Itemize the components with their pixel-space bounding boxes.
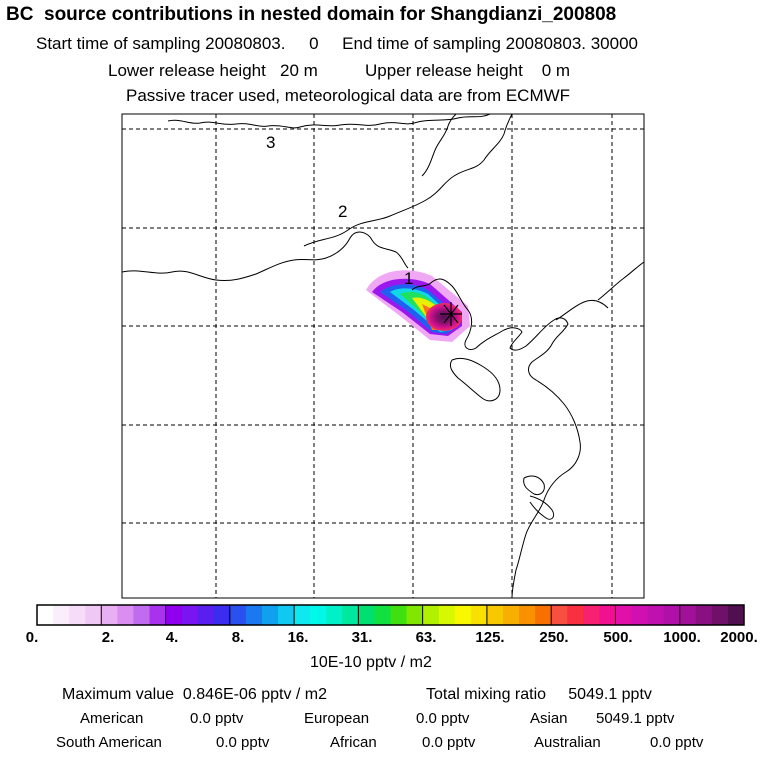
colorbar-swatch [470, 605, 488, 625]
region-name: Australian [534, 734, 601, 751]
colorbar-swatch [615, 605, 633, 625]
colorbar-swatch [679, 605, 697, 625]
colorbar-swatch [245, 605, 263, 625]
colorbar-swatch [133, 605, 150, 625]
colorbar-swatch [567, 605, 584, 625]
colorbar-swatch [519, 605, 536, 625]
colorbar-swatch [310, 605, 327, 625]
colorbar-tick-label: 63. [415, 629, 437, 646]
colorbar-swatch [406, 605, 424, 625]
colorbar-swatch [37, 605, 54, 625]
colorbar-swatch [390, 605, 408, 625]
colorbar-swatch [229, 605, 247, 625]
colorbar-tick-label: 125. [475, 629, 505, 646]
receptor-star-icon [440, 302, 462, 326]
colorbar-swatch [502, 605, 520, 625]
colorbar-swatch [85, 605, 102, 625]
colorbar-swatch [149, 605, 167, 625]
colorbar-tick-label: 250. [539, 629, 569, 646]
colorbar-swatch [647, 605, 665, 625]
colorbar-tick-label: 2. [101, 629, 115, 646]
colorbar-swatch [181, 605, 199, 625]
colorbar-swatch [454, 605, 472, 625]
colorbar-swatch [663, 605, 681, 625]
colorbar-tick-label: 0. [25, 629, 39, 646]
region-label-2: 2 [338, 202, 347, 221]
colorbar-swatch [261, 605, 279, 625]
region-name: African [330, 734, 377, 751]
colorbar-swatch [342, 605, 359, 625]
colorbar-frame [36, 604, 745, 626]
colorbar-swatch [358, 605, 375, 625]
colorbar-tick-label: 4. [165, 629, 179, 646]
colorbar-tick-label: 2000. [720, 629, 758, 646]
colorbar-tick-label: 8. [231, 629, 245, 646]
colorbar-tick-label: 31. [351, 629, 373, 646]
colorbar-swatch [326, 605, 343, 625]
region-value: 5049.1 pptv [596, 710, 675, 727]
region-value: 0.0 pptv [416, 710, 470, 727]
sampling-time-line: Start time of sampling 20080803. 0 End t… [36, 34, 638, 53]
colorbar-swatch [53, 605, 70, 625]
colorbar-swatch [535, 605, 552, 625]
map-gridlines [122, 114, 644, 598]
colorbar-swatch [117, 605, 134, 625]
colorbar [37, 605, 745, 625]
release-height-line: Lower release height 20 m Upper release … [108, 61, 571, 80]
colorbar-swatch [486, 605, 504, 625]
region-label-1: 1 [404, 269, 413, 288]
colorbar-swatch [631, 605, 649, 625]
max-value-text: Maximum value 0.846E-06 pptv / m2 [62, 686, 328, 703]
map-area [122, 114, 644, 598]
region-name: European [304, 710, 370, 727]
region-name: Asian [530, 710, 568, 727]
colorbar-units: 10E-10 pptv / m2 [310, 654, 432, 671]
colorbar-swatch [213, 605, 231, 625]
colorbar-swatch [599, 605, 616, 625]
colorbar-tick-label: 500. [603, 629, 633, 646]
colorbar-swatch [727, 605, 745, 625]
region-label-3: 3 [266, 133, 275, 152]
colorbar-swatch [551, 605, 568, 625]
colorbar-swatch [165, 605, 183, 625]
colorbar-swatch [438, 605, 456, 625]
contribution-plume [366, 270, 470, 342]
total-mixing-ratio-text: Total mixing ratio 5049.1 pptv [426, 686, 652, 703]
colorbar-swatch [711, 605, 729, 625]
coastlines [122, 114, 644, 598]
region-value: 0.0 pptv [190, 710, 244, 727]
region-value: 0.0 pptv [650, 734, 704, 751]
region-name: South American [56, 734, 162, 751]
colorbar-swatch [374, 605, 391, 625]
region-value: 0.0 pptv [216, 734, 270, 751]
colorbar-tick-label: 1000. [663, 629, 701, 646]
tracer-info-line: Passive tracer used, meteorological data… [126, 86, 571, 105]
colorbar-swatch [69, 605, 86, 625]
colorbar-swatch [101, 605, 118, 625]
colorbar-swatch [197, 605, 215, 625]
colorbar-swatch [278, 605, 295, 625]
region-name: American [80, 710, 144, 727]
colorbar-swatch [695, 605, 713, 625]
plot-title: BC source contributions in nested domain… [6, 4, 617, 25]
colorbar-swatch [422, 605, 440, 625]
colorbar-swatch [294, 605, 311, 625]
map-frame [121, 113, 645, 599]
colorbar-tick-label: 16. [287, 629, 309, 646]
region-value: 0.0 pptv [422, 734, 476, 751]
colorbar-swatch [583, 605, 600, 625]
